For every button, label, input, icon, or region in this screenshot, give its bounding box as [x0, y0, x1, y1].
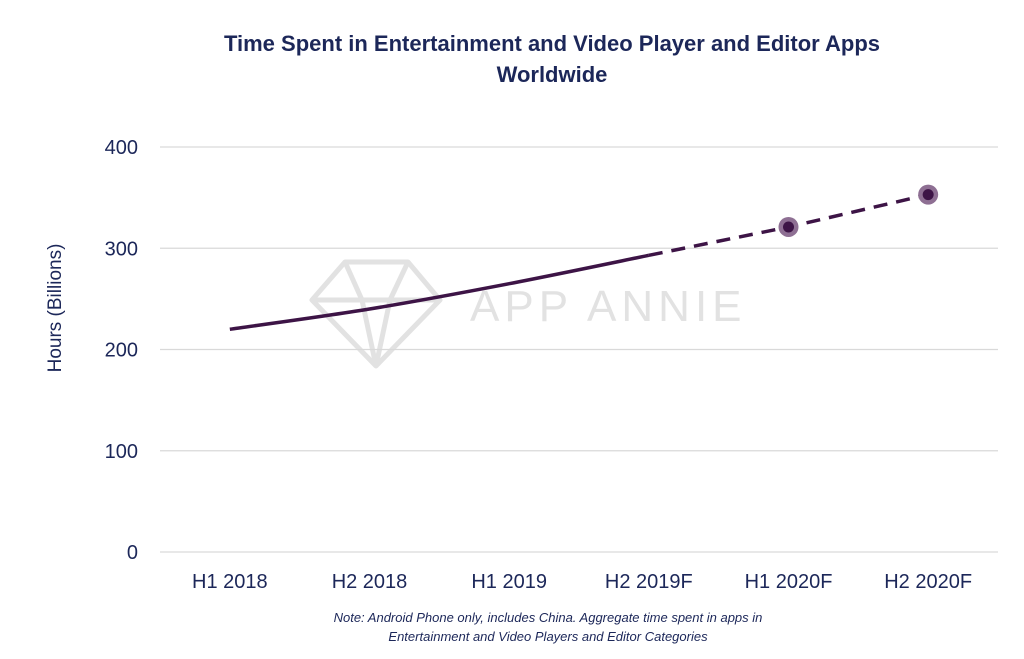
- y-tick-label: 300: [105, 238, 138, 260]
- x-tick-label: H1 2020F: [745, 571, 833, 593]
- marker-dot: [922, 189, 934, 201]
- data-point-marker: [778, 216, 799, 237]
- marker-dot: [783, 221, 794, 233]
- y-tick-labels: 0 100 200 300 400: [105, 137, 138, 564]
- note-line-1: Note: Android Phone only, includes China…: [334, 610, 763, 625]
- data-point-marker: [918, 184, 939, 205]
- series-line-actual: [229, 253, 650, 331]
- x-tick-labels: H1 2018 H2 2018 H1 2019 H2 2019F H1 2020F H2 …: [192, 571, 972, 593]
- y-axis-label: Hours (Billions): [45, 244, 66, 373]
- note-line-2: Entertainment and Video Players and Edit…: [388, 629, 708, 644]
- markers: [778, 184, 939, 237]
- x-tick-label: H1 2018: [192, 571, 268, 593]
- chart-subtitle: Worldwide: [497, 62, 608, 87]
- watermark-text: APP ANNIE: [470, 282, 747, 331]
- watermark: APP ANNIE: [309, 259, 747, 369]
- y-tick-label: 100: [105, 441, 138, 463]
- x-tick-label: H1 2019: [471, 571, 547, 593]
- x-tick-label: H2 2018: [332, 571, 408, 593]
- gridlines: [160, 146, 998, 553]
- y-tick-label: 400: [105, 137, 138, 159]
- x-tick-label: H2 2020F: [884, 571, 972, 593]
- x-tick-label: H2 2019F: [605, 571, 693, 593]
- y-tick-label: 0: [127, 542, 138, 564]
- chart-title: Time Spent in Entertainment and Video Pl…: [224, 31, 880, 56]
- y-tick-label: 200: [105, 340, 138, 362]
